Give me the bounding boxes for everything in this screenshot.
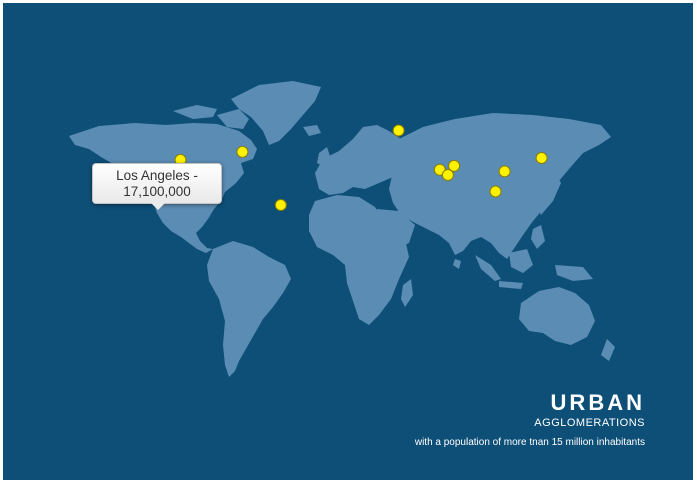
sri-lanka [453,259,461,269]
south-america [207,241,291,377]
australia [519,287,595,345]
legend-title: URBAN [550,390,645,415]
africa [309,195,409,325]
philippines [531,225,545,249]
tooltip-city-name: Los Angeles - [116,168,198,183]
city-marker-new-york[interactable] [236,145,249,158]
asia [389,113,611,259]
legend-note: with a population of more tnan 15 millio… [414,437,645,448]
world-map-land [69,81,615,377]
world-map: Los Angeles - 17,100,000 URBAN AGGLOMERA… [3,3,693,480]
iceland [303,125,321,136]
baffin-island [217,109,249,129]
europe [315,125,405,195]
city-marker-tokyo[interactable] [535,152,548,164]
java [499,281,523,289]
city-marker-jakarta[interactable] [489,185,502,198]
new-guinea [555,265,593,281]
sumatra [475,255,501,281]
continents [69,81,615,377]
city-marker-delhi[interactable] [448,159,461,172]
city-marker-guangzhou[interactable] [498,165,511,178]
arctic-islands [173,105,217,119]
map-legend: URBAN AGGLOMERATIONS with a population o… [415,391,645,449]
arabian-peninsula [377,209,415,249]
city-tooltip: Los Angeles - 17,100,000 [92,163,222,210]
new-zealand [601,339,615,361]
british-isles [317,147,331,167]
city-marker-sao-paulo[interactable] [274,199,287,211]
tooltip-population: 17,100,000 [123,184,191,199]
legend-subtitle: AGGLOMERATIONS [534,417,645,429]
tooltip-arrow [151,203,165,210]
japan [537,173,561,215]
city-marker-mumbai[interactable] [441,169,454,181]
city-marker-moscow[interactable] [392,124,405,137]
borneo [509,249,533,273]
madagascar [401,279,413,307]
greenland [231,81,321,145]
